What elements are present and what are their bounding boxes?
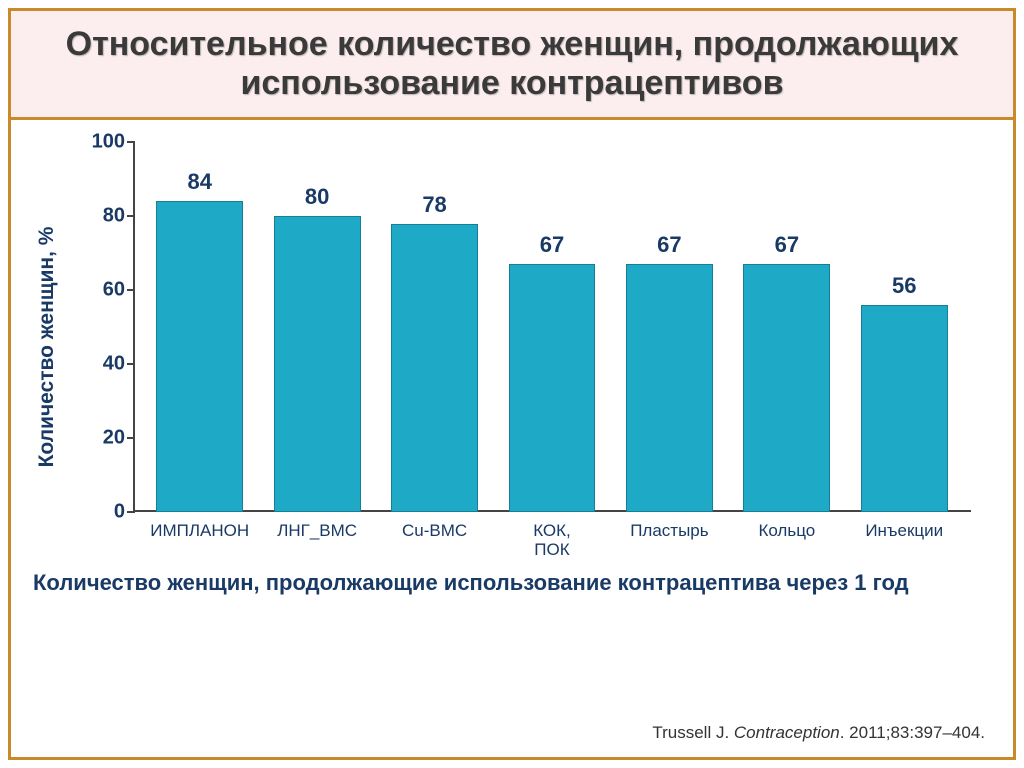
bars-container: 84 80 78 67 67 67 56	[133, 142, 971, 512]
plot-area: 020406080100 84807867676756	[133, 142, 971, 512]
bar	[391, 224, 478, 513]
x-labels: ИМПЛАНОНЛНГ_ВМСCu-ВМСКОК, ПОКПластырьКол…	[133, 516, 971, 562]
bar-slot: 84	[141, 142, 258, 512]
slide-title: Относительное количество женщин, продолж…	[41, 25, 983, 103]
bar	[626, 264, 713, 512]
bar	[861, 305, 948, 512]
bar-value-label: 84	[187, 169, 211, 195]
slide-frame: Относительное количество женщин, продолж…	[8, 8, 1016, 760]
y-axis-label: Количество женщин, %	[35, 227, 59, 468]
bar-slot: 56	[846, 142, 963, 512]
x-tick-label: ЛНГ_ВМС	[258, 516, 375, 562]
bar-chart: Количество женщин, % 020406080100 848078…	[33, 132, 991, 562]
slide: Относительное количество женщин, продолж…	[0, 0, 1024, 768]
plot-inner: 020406080100 84807867676756	[133, 142, 971, 512]
bar-value-label: 67	[775, 232, 799, 258]
bar-slot: 80	[258, 142, 375, 512]
x-tick-label: КОК, ПОК	[493, 516, 610, 562]
bar-slot: 67	[728, 142, 845, 512]
citation-suffix: . 2011;83:397–404.	[840, 723, 985, 742]
citation-italic: Contraception	[734, 723, 840, 742]
bar-value-label: 56	[892, 273, 916, 299]
bar	[509, 264, 596, 512]
bar-value-label: 78	[422, 192, 446, 218]
bar-value-label: 80	[305, 184, 329, 210]
x-tick-label: ИМПЛАНОН	[141, 516, 258, 562]
citation: Trussell J. Contraception. 2011;83:397–4…	[652, 723, 985, 743]
citation-prefix: Trussell J.	[652, 723, 734, 742]
bar	[743, 264, 830, 512]
bar	[274, 216, 361, 512]
x-tick-label: Cu-ВМС	[376, 516, 493, 562]
bar	[156, 201, 243, 512]
bar-value-label: 67	[540, 232, 564, 258]
x-tick-label: Инъекции	[846, 516, 963, 562]
bar-slot: 67	[493, 142, 610, 512]
bar-slot: 78	[376, 142, 493, 512]
x-tick-label: Пластырь	[611, 516, 728, 562]
bar-value-label: 67	[657, 232, 681, 258]
x-tick-label: Кольцо	[728, 516, 845, 562]
chart-caption: Количество женщин, продолжающие использо…	[33, 570, 991, 596]
content-area: Количество женщин, % 020406080100 848078…	[11, 120, 1013, 757]
title-band: Относительное количество женщин, продолж…	[11, 11, 1013, 120]
bar-slot: 67	[611, 142, 728, 512]
